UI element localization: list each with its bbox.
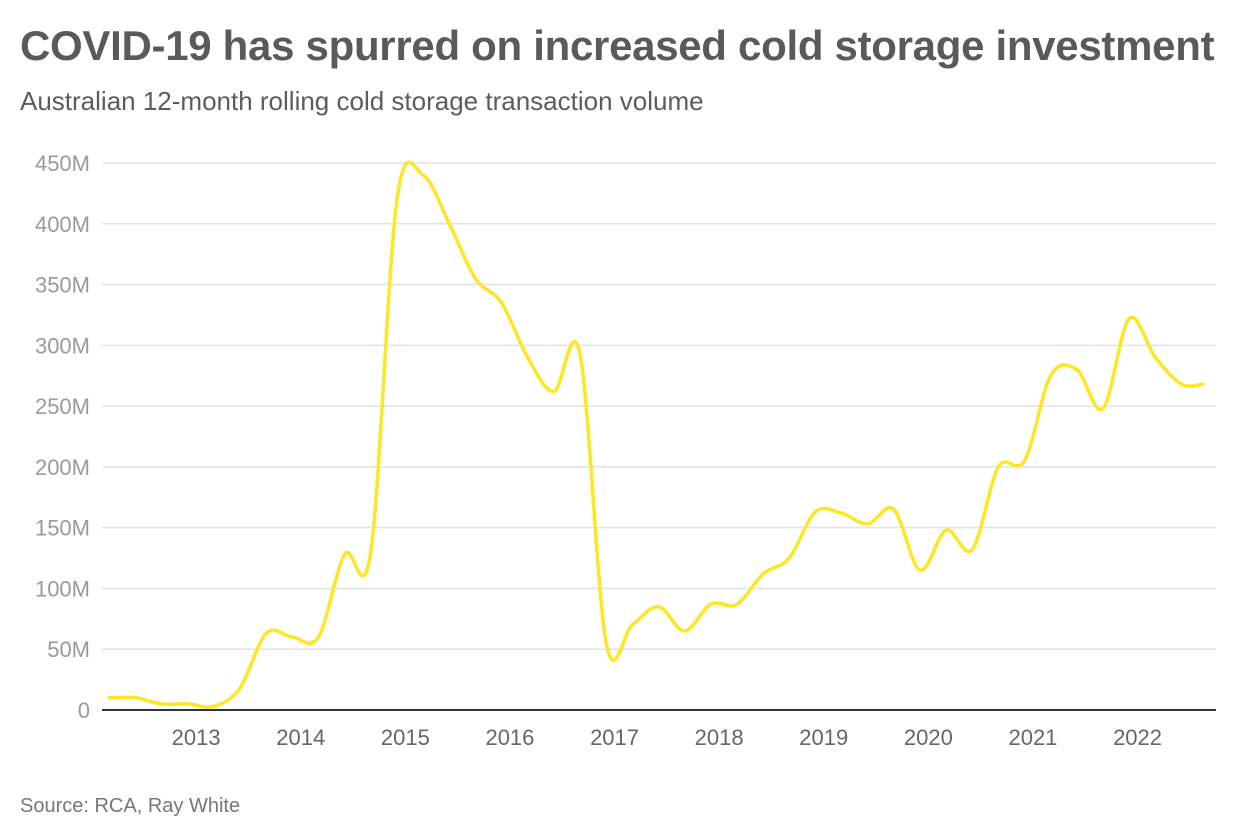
data-point <box>1178 380 1186 388</box>
data-point <box>1198 380 1206 388</box>
data-point <box>288 633 296 641</box>
data-point <box>733 600 741 608</box>
series-layer <box>105 160 1206 710</box>
x-tick-label: 2021 <box>1008 725 1057 750</box>
x-tick-label: 2016 <box>485 725 534 750</box>
data-point <box>994 463 1002 471</box>
series-line-0 <box>107 160 1205 709</box>
data-point <box>315 633 323 641</box>
y-tick-label: 0 <box>78 698 90 723</box>
data-point <box>1099 405 1107 413</box>
data-point <box>1151 354 1159 362</box>
y-tick-label: 200M <box>35 455 90 480</box>
x-tick-label: 2013 <box>172 725 221 750</box>
data-point <box>471 275 479 283</box>
chart-subtitle: Australian 12-month rolling cold storage… <box>20 86 704 116</box>
data-point <box>419 171 427 179</box>
data-point <box>785 554 793 562</box>
data-point <box>550 388 558 396</box>
data-point <box>210 702 218 710</box>
data-point <box>367 548 375 556</box>
x-tick-label: 2015 <box>381 725 430 750</box>
x-tick-label: 2017 <box>590 725 639 750</box>
data-point <box>341 550 349 558</box>
data-point <box>524 354 532 362</box>
y-tick-label: 150M <box>35 516 90 541</box>
y-tick-label: 450M <box>35 151 90 176</box>
x-tick-label: 2019 <box>799 725 848 750</box>
y-tick-label: 100M <box>35 576 90 601</box>
x-tick-label: 2020 <box>904 725 953 750</box>
data-point <box>968 546 976 554</box>
chart-title: COVID-19 has spurred on increased cold s… <box>20 22 1215 69</box>
data-point <box>1021 457 1029 465</box>
data-point <box>1125 315 1133 323</box>
data-point <box>105 694 113 702</box>
data-point <box>838 509 846 517</box>
data-point <box>184 700 192 708</box>
data-point <box>759 570 767 578</box>
data-point <box>576 350 584 358</box>
y-tick-label: 350M <box>35 273 90 298</box>
x-tick-label: 2014 <box>276 725 325 750</box>
data-point <box>1073 366 1081 374</box>
y-tick-label: 250M <box>35 394 90 419</box>
data-point <box>236 684 244 692</box>
gridlines <box>102 162 1216 650</box>
data-point <box>890 505 898 513</box>
data-point <box>445 220 453 228</box>
data-point <box>498 299 506 307</box>
y-tick-label: 300M <box>35 333 90 358</box>
data-point <box>262 629 270 637</box>
data-point <box>1047 372 1055 380</box>
source-note: Source: RCA, Ray White <box>20 795 241 817</box>
data-point <box>916 566 924 574</box>
data-point <box>602 639 610 647</box>
data-point <box>393 196 401 204</box>
x-tick-label: 2018 <box>695 725 744 750</box>
data-point <box>811 508 819 516</box>
y-tick-label: 50M <box>47 637 90 662</box>
data-point <box>942 526 950 534</box>
y-tick-label: 400M <box>35 212 90 237</box>
data-point <box>707 600 715 608</box>
data-point <box>158 700 166 708</box>
x-axis-tick-labels: 2013 2014 2015 2016 2017 2018 2019 2020 2021 2022 <box>172 725 1162 750</box>
data-point <box>628 621 636 629</box>
x-tick-label: 2022 <box>1113 725 1162 750</box>
y-axis-tick-labels: 0 50M 100M 150M 200M 250M 300M 350M 400M 450M <box>35 151 90 723</box>
line-chart: 0 50M 100M 150M 200M 250M 300M 350M 400M 450M 201… <box>35 151 1216 750</box>
data-point <box>681 627 689 635</box>
data-point <box>864 520 872 528</box>
data-point <box>655 603 663 611</box>
data-point <box>132 694 140 702</box>
